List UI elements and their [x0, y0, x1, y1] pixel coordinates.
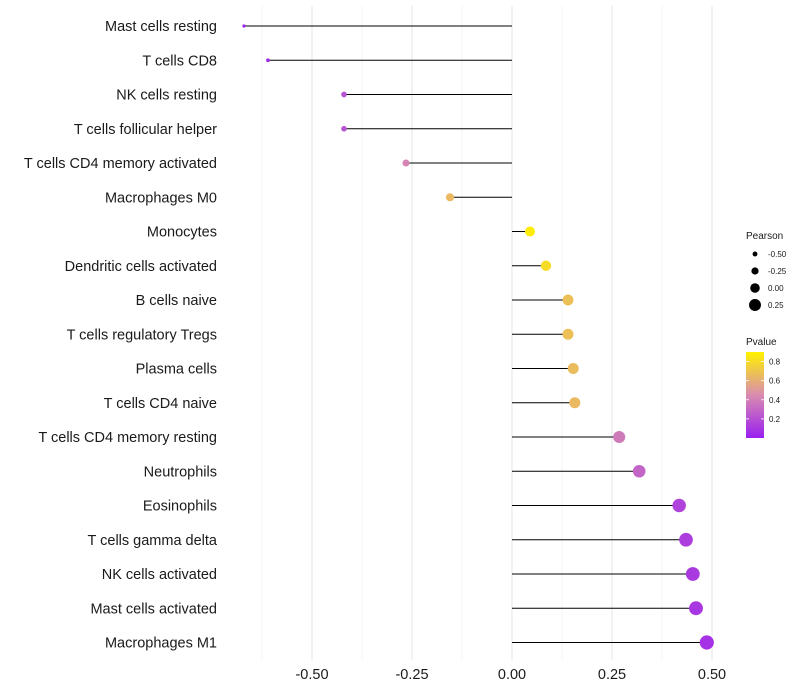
category-label: Macrophages M1 — [105, 636, 217, 652]
x-tick-label: -0.25 — [395, 667, 428, 683]
category-label: B cells naive — [136, 293, 217, 309]
category-label: T cells regulatory Tregs — [67, 327, 217, 343]
color-legend-title: Pvalue — [746, 337, 777, 348]
point-7 — [540, 260, 552, 271]
category-label: T cells CD8 — [142, 53, 217, 69]
category-label: T cells CD4 memory activated — [24, 156, 217, 172]
point-9 — [562, 328, 574, 340]
x-tick-label: 0.00 — [498, 667, 526, 683]
colorbar-label: 0.4 — [769, 396, 781, 405]
size-key-dot — [752, 251, 758, 257]
x-axis-ticks: -0.50 -0.25 0.00 0.25 0.50 — [295, 667, 726, 683]
point-8 — [562, 294, 574, 306]
category-label: T cells CD4 memory resting — [38, 430, 217, 446]
point-3 — [341, 125, 347, 132]
stem-layer — [244, 25, 707, 643]
x-tick-label: -0.50 — [295, 667, 328, 683]
pvalue-colorbar — [746, 352, 764, 438]
category-label: NK cells resting — [116, 88, 217, 104]
category-label: Mast cells activated — [90, 601, 217, 617]
category-label: T cells gamma delta — [88, 533, 218, 549]
grid-layer — [261, 6, 713, 660]
category-label: NK cells activated — [102, 567, 217, 583]
size-key-label: 0.25 — [768, 301, 784, 310]
category-label: Eosinophils — [143, 499, 217, 515]
point-0 — [242, 24, 246, 28]
point-layer — [242, 24, 714, 650]
point-2 — [341, 91, 347, 98]
size-key-dot — [751, 267, 759, 275]
point-11 — [569, 397, 581, 409]
point-16 — [685, 567, 700, 581]
size-key-label: -0.50 — [768, 250, 787, 259]
colorbar-label: 0.6 — [769, 377, 781, 386]
point-1 — [266, 58, 270, 63]
point-12 — [613, 430, 626, 444]
category-label: Plasma cells — [136, 362, 217, 378]
x-tick-label: 0.50 — [698, 667, 726, 683]
category-label: T cells follicular helper — [74, 122, 217, 138]
point-10 — [567, 362, 579, 375]
point-17 — [689, 601, 703, 616]
category-label: Dendritic cells activated — [65, 259, 217, 275]
colorbar-label: 0.2 — [769, 415, 781, 424]
point-14 — [672, 498, 686, 513]
category-label: Mast cells resting — [105, 19, 217, 35]
point-4 — [402, 159, 410, 167]
legend: Pearson Pvalue -0.50 -0.25 0.00 0.25 0.8 0.6 0… — [746, 231, 787, 438]
category-label: Macrophages M0 — [105, 190, 217, 206]
category-label: T cells CD4 naive — [104, 396, 217, 412]
point-15 — [679, 532, 693, 547]
size-key-label: -0.25 — [768, 267, 787, 276]
category-labels: Mast cells resting T cells CD8 NK cells re… — [24, 19, 218, 652]
category-label: Monocytes — [147, 225, 217, 241]
size-key-label: 0.00 — [768, 284, 784, 293]
category-label: Neutrophils — [144, 464, 217, 480]
point-5 — [445, 193, 455, 202]
point-6 — [524, 226, 536, 237]
size-key-dot — [749, 299, 761, 311]
point-13 — [632, 464, 646, 478]
x-tick-label: 0.25 — [598, 667, 626, 683]
colorbar-label: 0.8 — [769, 358, 781, 367]
size-key-dot — [750, 283, 760, 293]
point-18 — [699, 635, 714, 650]
size-legend-title: Pearson — [746, 231, 783, 242]
